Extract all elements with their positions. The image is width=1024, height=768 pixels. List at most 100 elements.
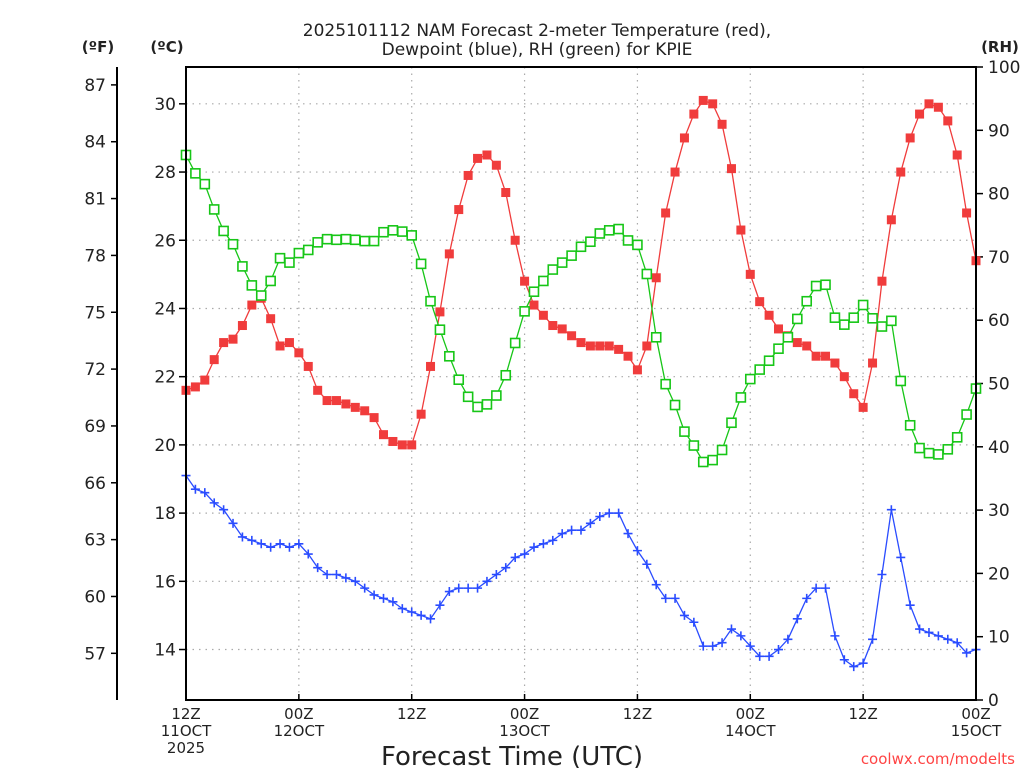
temperature-point: [219, 338, 229, 348]
dewpoint-point: [877, 569, 887, 579]
dewpoint-point: [689, 617, 699, 627]
dewpoint-point: [858, 658, 868, 668]
dewpoint-point: [717, 638, 727, 648]
dewpoint-point: [322, 569, 332, 579]
dewpoint-point: [200, 488, 210, 498]
dewpoint-point: [811, 583, 821, 593]
rh-point: [397, 226, 408, 237]
rh-point: [519, 306, 530, 317]
dewpoint-point: [520, 549, 530, 559]
temperature-point: [491, 160, 501, 170]
temperature-point: [520, 276, 530, 286]
temperature-point: [821, 351, 831, 361]
temperature-point: [632, 365, 642, 375]
celsius-tick-label: 20: [154, 436, 176, 456]
temperature-point: [284, 338, 294, 348]
rh-point: [237, 261, 248, 272]
dewpoint-point: [924, 627, 934, 637]
dewpoint-point: [360, 583, 370, 593]
dewpoint-point: [529, 542, 539, 552]
dewpoint-point: [313, 563, 323, 573]
dewpoint-point: [821, 583, 831, 593]
dewpoint-point: [463, 583, 473, 593]
temperature-point: [623, 351, 633, 361]
temperature-point: [444, 249, 454, 259]
rh-point: [274, 252, 286, 264]
rh-point: [406, 230, 418, 241]
rh-tick-label: 10: [988, 628, 1010, 648]
dewpoint-point: [952, 638, 962, 648]
rh-point: [594, 228, 606, 239]
rh-point: [227, 238, 239, 250]
rh-point: [218, 225, 229, 237]
temperature-point: [322, 396, 332, 406]
temperature-point: [933, 102, 943, 112]
rh-point: [641, 268, 653, 280]
rh-series: [180, 149, 982, 468]
dewpoint-point: [454, 583, 464, 593]
dewpoint-point: [604, 508, 614, 518]
celsius-tick-label: 22: [154, 368, 176, 388]
dewpoint-point: [642, 559, 652, 569]
temperature-point: [896, 167, 906, 177]
dewpoint-point: [585, 518, 595, 528]
plot-frame: [185, 66, 977, 701]
celsius-tick-label: 18: [154, 504, 176, 524]
rh-point: [312, 237, 323, 248]
dewpoint-point: [905, 600, 915, 610]
temperature-point: [369, 413, 379, 423]
temperature-point: [237, 321, 247, 331]
dewpoint-point: [538, 539, 548, 549]
dewpoint-point: [256, 539, 266, 549]
rh-point: [810, 280, 822, 292]
dewpoint-point: [698, 641, 708, 651]
dewpoint-point: [482, 576, 492, 586]
dewpoint-point: [416, 610, 426, 620]
dewpoint-point: [190, 484, 200, 494]
rh-point: [547, 264, 559, 275]
dewpoint-point: [219, 505, 229, 515]
dewpoint-point: [331, 569, 341, 579]
rh-point: [500, 369, 512, 381]
rh-point: [585, 236, 596, 248]
temperature-point: [473, 153, 483, 163]
dewpoint-point: [736, 631, 746, 641]
rh-point: [349, 234, 361, 246]
temperature-point: [717, 119, 727, 129]
x-tick-label: 00Z: [284, 705, 313, 723]
rh-point: [302, 244, 314, 256]
x-tick-label: 15OCT: [951, 722, 1002, 740]
x-tick-label: 12Z: [397, 705, 426, 723]
rh-point: [208, 204, 220, 215]
dewpoint-point: [774, 645, 783, 655]
temperature-point: [388, 436, 398, 446]
temperature-point: [661, 208, 671, 218]
rh-point: [754, 364, 765, 375]
dewpoint-point: [943, 634, 953, 644]
dewpoint-point: [510, 552, 520, 562]
temperature-point: [689, 109, 699, 119]
temperature-point: [247, 300, 257, 310]
x-tick-label: 00Z: [736, 705, 765, 723]
temperature-point: [595, 341, 605, 351]
x-tick-label: 12Z: [623, 705, 652, 723]
temperature-point: [839, 372, 849, 382]
fahrenheit-tick-label: 87: [84, 76, 106, 96]
rh-point: [951, 432, 963, 443]
dewpoint-point: [839, 655, 849, 665]
dewpoint-point: [679, 610, 689, 620]
temperature-point: [501, 188, 511, 198]
temperature-point: [642, 341, 652, 351]
fahrenheit-tick-label: 69: [84, 417, 106, 437]
temperature-point: [463, 170, 473, 180]
rh-point: [904, 419, 916, 431]
rh-point: [368, 235, 380, 247]
temperature-point: [943, 116, 953, 126]
series-layer: [180, 95, 982, 672]
temperature-point: [905, 133, 915, 143]
dewpoint-point: [388, 597, 398, 607]
dewpoint-point: [745, 641, 755, 651]
rh-point: [265, 275, 276, 287]
fahrenheit-tick-label: 75: [84, 303, 106, 323]
fahrenheit-tick-label: 72: [84, 360, 106, 380]
